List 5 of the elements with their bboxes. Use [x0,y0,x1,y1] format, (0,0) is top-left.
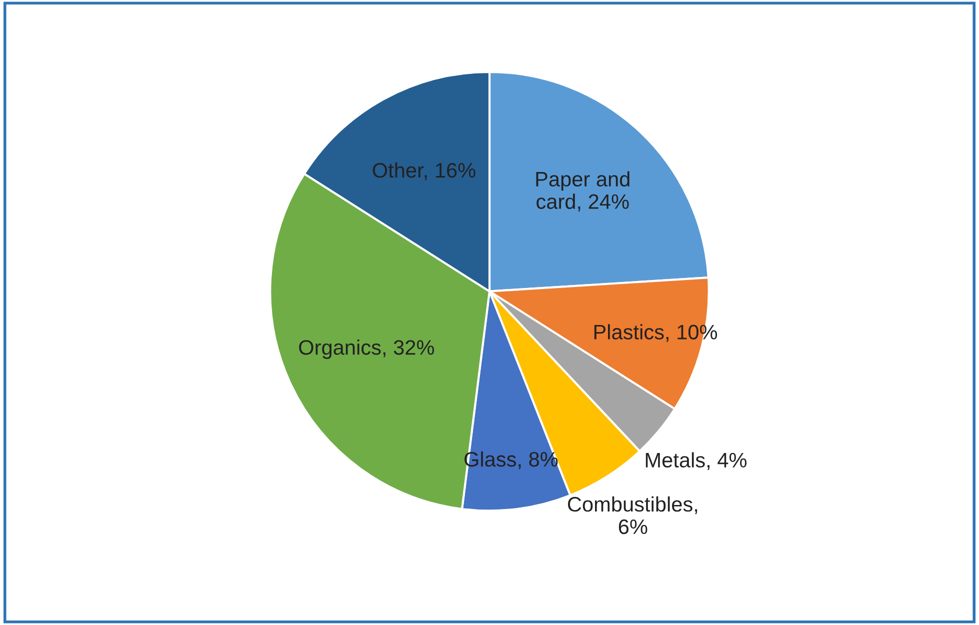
slice-label: Metals, 4% [646,452,747,470]
slice-label: Other, 16% [372,162,476,180]
slice-label: Organics, 32% [299,340,434,359]
slice-label: Combustibles, 6% [568,496,698,534]
slice-label: Paper and card, 24% [536,171,630,212]
